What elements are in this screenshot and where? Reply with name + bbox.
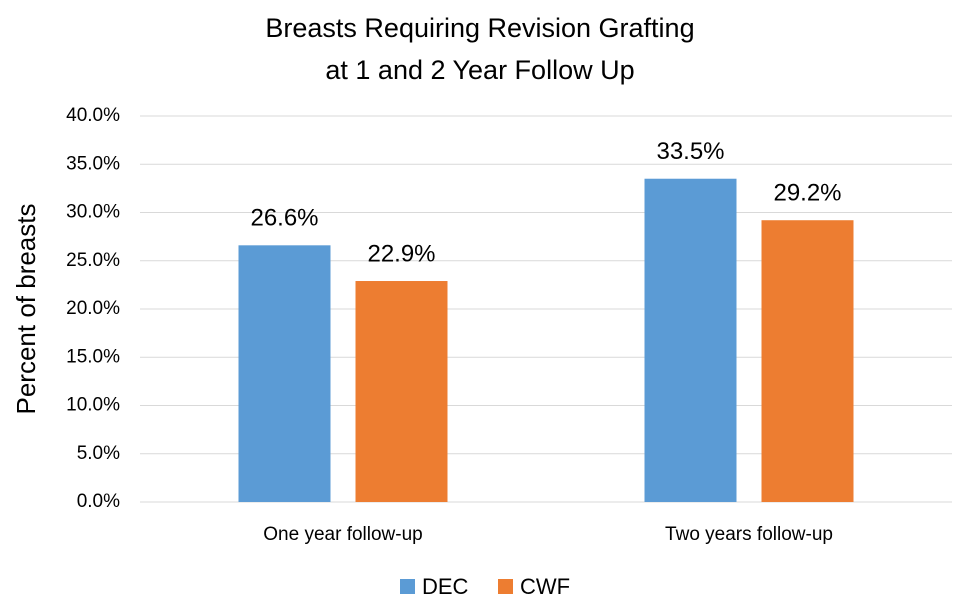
y-tick-label: 15.0% bbox=[66, 346, 120, 367]
y-tick-label: 10.0% bbox=[66, 395, 120, 416]
x-tick-label: One year follow-up bbox=[263, 524, 422, 545]
chart-title: at 1 and 2 Year Follow Up bbox=[325, 55, 634, 85]
bar bbox=[761, 220, 854, 502]
data-label: 33.5% bbox=[656, 138, 724, 165]
bar bbox=[355, 281, 448, 502]
legend-label: DEC bbox=[422, 574, 469, 599]
y-tick-label: 5.0% bbox=[77, 443, 120, 464]
y-tick-label: 25.0% bbox=[66, 250, 120, 271]
bar bbox=[238, 245, 331, 502]
bar bbox=[644, 178, 737, 502]
data-label: 29.2% bbox=[773, 180, 841, 207]
legend-swatch bbox=[400, 579, 415, 594]
x-tick-label: Two years follow-up bbox=[665, 524, 833, 545]
chart-title: Breasts Requiring Revision Grafting bbox=[265, 13, 694, 43]
legend-swatch bbox=[498, 579, 513, 594]
legend-label: CWF bbox=[520, 574, 570, 599]
data-label: 26.6% bbox=[250, 205, 318, 232]
y-tick-label: 40.0% bbox=[66, 105, 120, 126]
y-tick-label: 35.0% bbox=[66, 153, 120, 174]
y-tick-label: 30.0% bbox=[66, 202, 120, 223]
y-tick-label: 20.0% bbox=[66, 298, 120, 319]
y-tick-label: 0.0% bbox=[77, 491, 120, 512]
y-axis-label: Percent of breasts bbox=[11, 204, 41, 415]
data-label: 22.9% bbox=[367, 240, 435, 267]
